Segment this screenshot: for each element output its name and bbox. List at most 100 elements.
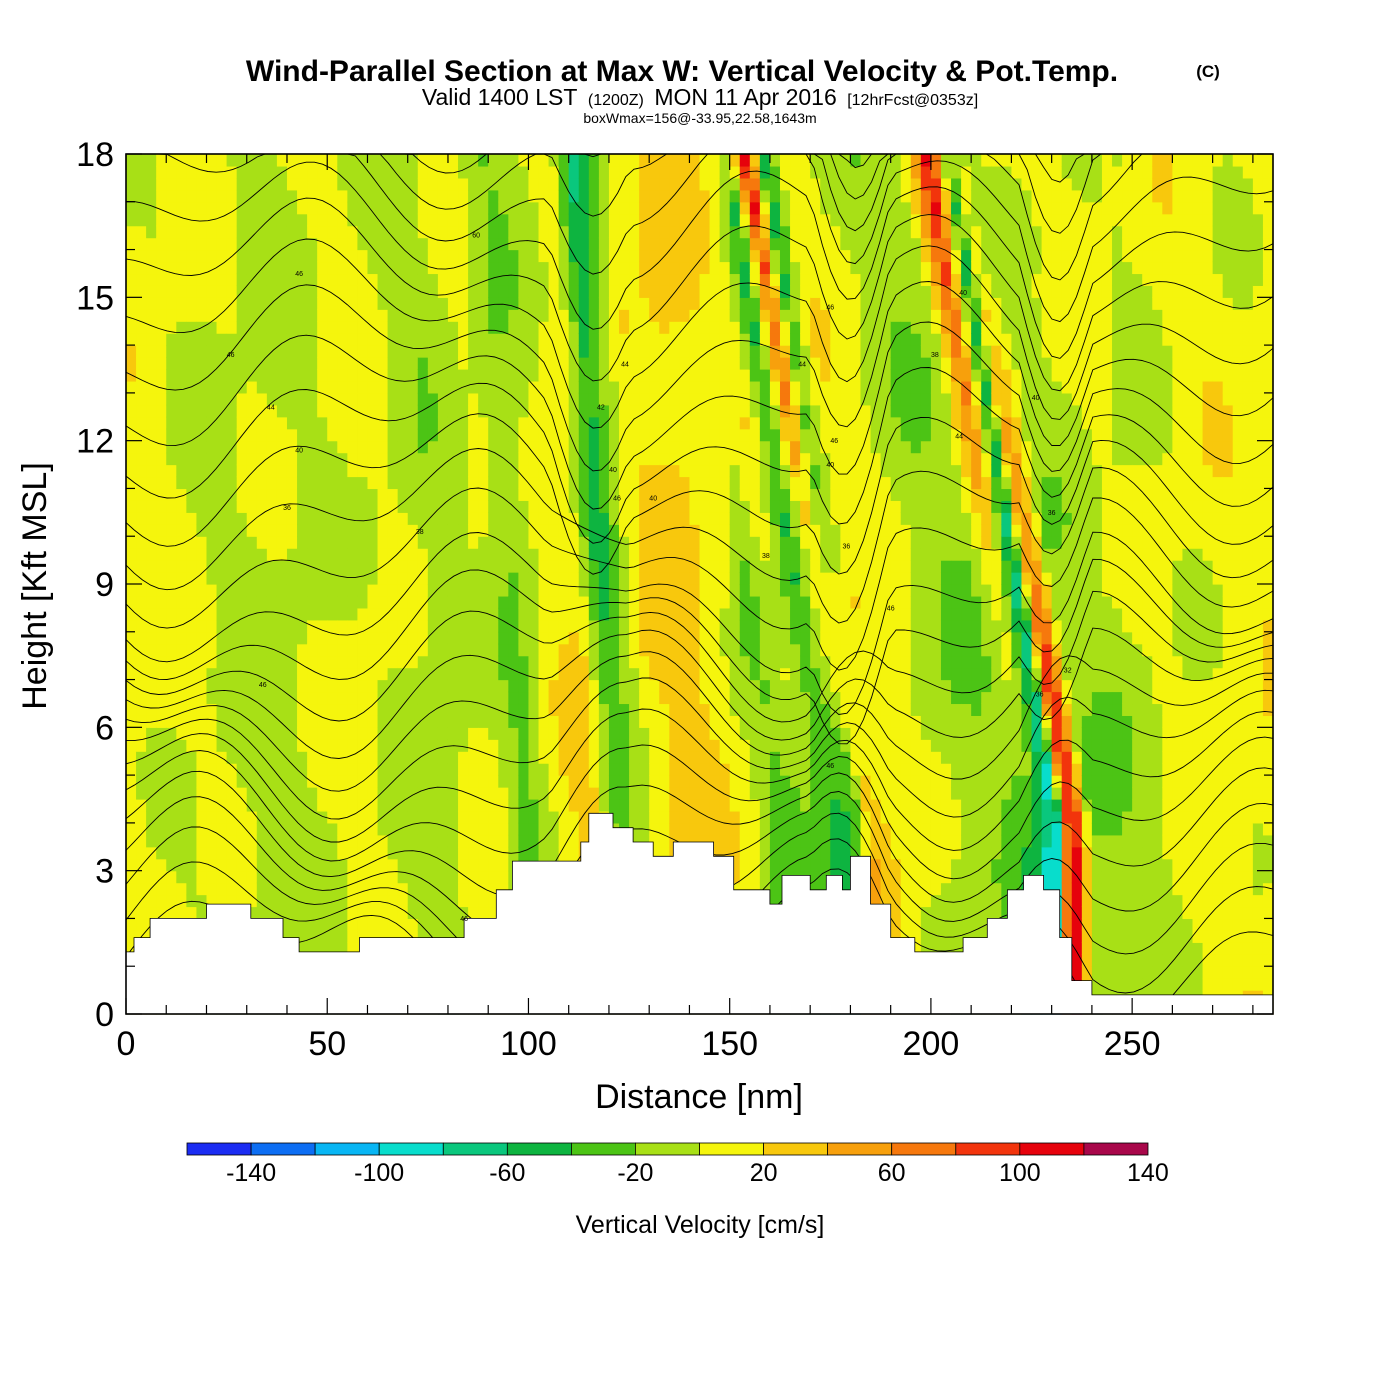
field-cell bbox=[659, 560, 670, 573]
field-cell bbox=[176, 512, 187, 525]
field-cell bbox=[447, 858, 459, 872]
field-cell bbox=[699, 404, 711, 418]
field-cell bbox=[397, 595, 409, 609]
field-cell bbox=[246, 751, 258, 764]
field-cell bbox=[518, 643, 530, 657]
field-cell bbox=[458, 631, 469, 645]
field-cell bbox=[377, 404, 389, 418]
field-cell bbox=[236, 882, 248, 896]
field-cell bbox=[136, 440, 147, 454]
field-cell bbox=[337, 691, 348, 705]
field-cell bbox=[347, 751, 359, 764]
field-cell bbox=[126, 787, 137, 800]
field-cell bbox=[166, 392, 177, 406]
field-cell bbox=[498, 512, 509, 525]
field-cell bbox=[186, 906, 198, 920]
field-cell bbox=[136, 631, 147, 645]
field-cell bbox=[226, 727, 238, 740]
field-cell bbox=[518, 321, 530, 334]
field-cell bbox=[659, 822, 670, 836]
field-cell bbox=[347, 512, 359, 525]
field-cell bbox=[749, 261, 761, 275]
field-cell bbox=[266, 392, 278, 406]
field-cell bbox=[699, 834, 711, 848]
field-cell bbox=[136, 392, 147, 406]
field-cell bbox=[659, 476, 670, 490]
field-cell bbox=[387, 428, 399, 442]
field-cell bbox=[810, 177, 821, 191]
field-cell bbox=[347, 452, 359, 466]
field-cell bbox=[518, 177, 530, 191]
field-cell bbox=[407, 906, 419, 920]
field-cell bbox=[437, 392, 449, 406]
field-cell bbox=[468, 392, 479, 406]
field-cell bbox=[357, 416, 369, 430]
field-cell bbox=[297, 548, 308, 561]
field-cell bbox=[749, 309, 761, 322]
field-cell bbox=[679, 154, 691, 167]
field-cell bbox=[588, 333, 600, 346]
field-cell bbox=[236, 619, 248, 633]
field-cell bbox=[297, 452, 308, 466]
field-cell bbox=[810, 846, 821, 860]
field-cell bbox=[769, 416, 781, 430]
field-cell bbox=[166, 213, 177, 227]
field-cell bbox=[256, 297, 268, 310]
field-cell bbox=[458, 357, 469, 370]
field-cell bbox=[337, 404, 348, 418]
field-cell bbox=[266, 536, 278, 549]
field-cell bbox=[739, 799, 751, 812]
field-cell bbox=[297, 273, 308, 286]
field-cell bbox=[769, 846, 781, 860]
field-cell bbox=[156, 213, 167, 227]
field-cell bbox=[608, 560, 620, 573]
field-cell bbox=[749, 404, 761, 418]
field-cell bbox=[659, 189, 670, 203]
field-cell bbox=[578, 787, 590, 800]
field-cell bbox=[639, 333, 650, 346]
field-cell bbox=[347, 787, 359, 800]
field-cell bbox=[598, 584, 610, 597]
field-cell bbox=[468, 595, 479, 609]
field-cell bbox=[779, 512, 791, 525]
field-cell bbox=[578, 321, 590, 334]
field-cell bbox=[166, 357, 177, 370]
field-cell bbox=[619, 249, 630, 263]
field-cell bbox=[437, 834, 449, 848]
field-cell bbox=[206, 428, 218, 442]
field-cell bbox=[769, 799, 781, 812]
field-cell bbox=[146, 548, 157, 561]
field-cell bbox=[619, 512, 630, 525]
field-cell bbox=[337, 536, 348, 549]
field-cell bbox=[800, 512, 811, 525]
field-cell bbox=[458, 882, 469, 896]
field-cell bbox=[558, 249, 570, 263]
field-cell bbox=[749, 834, 761, 848]
field-cell bbox=[226, 201, 238, 215]
field-cell bbox=[719, 727, 731, 740]
field-cell bbox=[689, 452, 701, 466]
field-cell bbox=[407, 894, 419, 908]
field-cell bbox=[146, 739, 157, 752]
field-cell bbox=[689, 225, 701, 239]
field-cell bbox=[699, 631, 711, 645]
field-cell bbox=[236, 309, 248, 322]
field-cell bbox=[659, 536, 670, 549]
field-cell bbox=[810, 822, 821, 836]
field-cell bbox=[699, 464, 711, 478]
field-cell bbox=[528, 488, 540, 501]
field-cell bbox=[739, 751, 751, 764]
field-cell bbox=[226, 309, 238, 322]
field-cell bbox=[437, 667, 449, 681]
field-cell bbox=[558, 619, 570, 633]
field-cell bbox=[256, 452, 268, 466]
field-cell bbox=[800, 333, 811, 346]
field-cell bbox=[266, 787, 278, 800]
field-cell bbox=[276, 416, 288, 430]
field-cell bbox=[810, 464, 821, 478]
field-cell bbox=[739, 177, 751, 191]
field-cell bbox=[317, 524, 328, 537]
field-cell bbox=[377, 775, 389, 788]
field-cell bbox=[377, 357, 389, 370]
field-cell bbox=[729, 225, 741, 239]
